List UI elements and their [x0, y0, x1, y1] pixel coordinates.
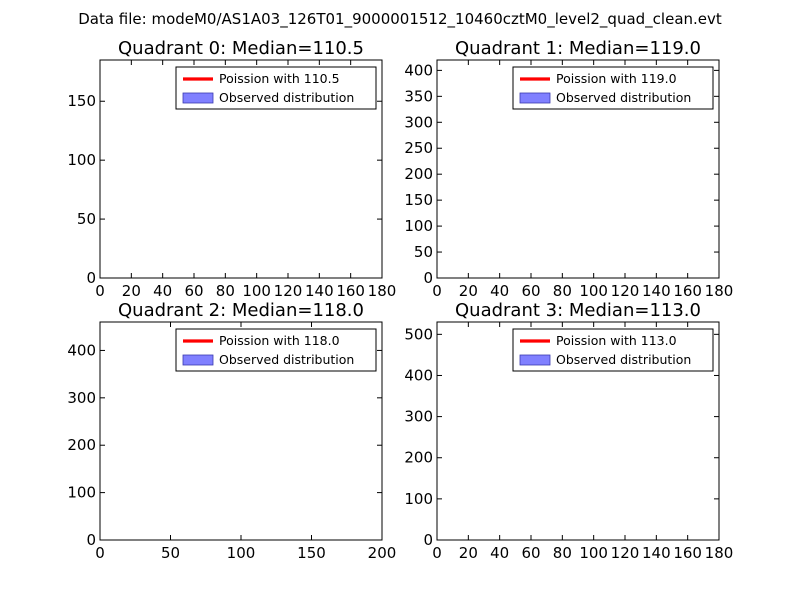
y-tick-label: 200	[404, 449, 433, 467]
y-tick-label: 500	[404, 325, 433, 343]
y-tick-label: 150	[404, 191, 433, 209]
x-tick-label: 60	[184, 282, 203, 300]
x-tick-label: 140	[642, 544, 671, 562]
x-tick-label: 140	[642, 282, 671, 300]
legend: Poission with 113.0 Observed distribution	[512, 328, 714, 372]
x-tick-label: 160	[673, 282, 702, 300]
x-tick-label: 140	[305, 282, 334, 300]
subplot-quadrant-0: 0 20 40 60 80 100 120 140 160 180050100150Quadran…	[67, 38, 396, 300]
y-tick-label: 250	[404, 139, 433, 157]
y-tick-label: 300	[67, 389, 96, 407]
y-tick-label: 50	[414, 243, 433, 261]
subplot-quadrant-2: 0 50 100 150 200 0 100 200 300 400 Quadrant 2: Med…	[67, 300, 396, 562]
x-tick-label: 20	[459, 544, 478, 562]
x-tick-label: 150	[297, 544, 326, 562]
legend-hist-swatch	[519, 354, 551, 366]
y-tick-label: 300	[404, 408, 433, 426]
x-tick-label: 0	[95, 544, 105, 562]
x-tick-label: 120	[611, 544, 640, 562]
x-tick-label: 60	[521, 544, 540, 562]
x-tick-label: 180	[705, 544, 734, 562]
legend-fit-label: Poission with 110.5	[219, 71, 340, 86]
x-tick-label: 40	[490, 282, 509, 300]
x-tick-label: 100	[242, 282, 271, 300]
x-tick-label: 160	[336, 282, 365, 300]
figure-suptitle: Data file: modeM0/AS1A03_126T01_90000015…	[78, 10, 722, 29]
y-tick-label: 0	[86, 269, 96, 287]
legend-fit-label: Poission with 119.0	[556, 71, 677, 86]
y-tick-label: 100	[404, 217, 433, 235]
y-tick-label: 200	[67, 436, 96, 454]
x-tick-label: 0	[432, 282, 442, 300]
y-tick-label: 100	[67, 484, 96, 502]
x-tick-label: 80	[553, 282, 572, 300]
x-tick-label: 50	[161, 544, 180, 562]
y-tick-label: 300	[404, 113, 433, 131]
x-tick-label: 100	[579, 282, 608, 300]
x-tick-label: 40	[153, 282, 172, 300]
y-tick-label: 200	[404, 165, 433, 183]
y-tick-label: 50	[77, 210, 96, 228]
x-tick-label: 120	[611, 282, 640, 300]
y-tick-label: 400	[67, 341, 96, 359]
x-tick-label: 20	[122, 282, 141, 300]
subplot-title: Quadrant 2: Median=118.0	[118, 300, 364, 321]
x-tick-label: 200	[368, 544, 397, 562]
legend-fit-label: Poission with 118.0	[219, 333, 340, 348]
y-tick-label: 150	[67, 92, 96, 110]
x-tick-label: 0	[95, 282, 105, 300]
x-tick-label: 180	[705, 282, 734, 300]
legend-hist-swatch	[182, 354, 214, 366]
subplot-title: Quadrant 3: Median=113.0	[455, 300, 701, 321]
x-tick-label: 40	[490, 544, 509, 562]
x-tick-label: 60	[521, 282, 540, 300]
y-tick-label: 400	[404, 366, 433, 384]
x-tick-label: 100	[227, 544, 256, 562]
x-tick-label: 160	[673, 544, 702, 562]
x-tick-label: 100	[579, 544, 608, 562]
y-tick-label: 350	[404, 87, 433, 105]
legend: Poission with 119.0 Observed distribution	[512, 66, 714, 110]
legend: Poission with 110.5 Observed distribution	[175, 66, 377, 110]
legend-hist-label: Observed distribution	[556, 352, 691, 367]
subplot-title: Quadrant 1: Median=119.0	[455, 38, 701, 59]
x-tick-label: 80	[216, 282, 235, 300]
legend-hist-label: Observed distribution	[219, 90, 354, 105]
subplot-quadrant-1: 0 20 40 60 80 100 120 140 160 1800501001502002503…	[404, 38, 733, 300]
x-tick-label: 0	[432, 544, 442, 562]
x-tick-label: 180	[368, 282, 397, 300]
legend: Poission with 118.0 Observed distribution	[175, 328, 377, 372]
y-tick-label: 0	[86, 531, 96, 549]
legend-hist-label: Observed distribution	[556, 90, 691, 105]
subplot-title: Quadrant 0: Median=110.5	[118, 38, 364, 59]
y-tick-label: 0	[423, 269, 433, 287]
legend-hist-swatch	[182, 92, 214, 104]
subplot-quadrant-3: 0 20 40 60 80 100 120 140 160 1800100200300400500…	[404, 300, 733, 562]
y-tick-label: 100	[404, 490, 433, 508]
legend-hist-label: Observed distribution	[219, 352, 354, 367]
subplot-grid: 0 20 40 60 80 100 120 140 160 180050100150Quadran…	[67, 38, 733, 562]
y-tick-label: 0	[423, 531, 433, 549]
x-tick-label: 20	[459, 282, 478, 300]
legend-fit-label: Poission with 113.0	[556, 333, 677, 348]
y-tick-label: 400	[404, 61, 433, 79]
x-tick-label: 80	[553, 544, 572, 562]
legend-hist-swatch	[519, 92, 551, 104]
x-tick-label: 120	[274, 282, 303, 300]
y-tick-label: 100	[67, 151, 96, 169]
